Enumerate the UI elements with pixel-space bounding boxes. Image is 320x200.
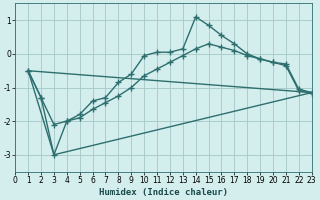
X-axis label: Humidex (Indice chaleur): Humidex (Indice chaleur) — [99, 188, 228, 197]
